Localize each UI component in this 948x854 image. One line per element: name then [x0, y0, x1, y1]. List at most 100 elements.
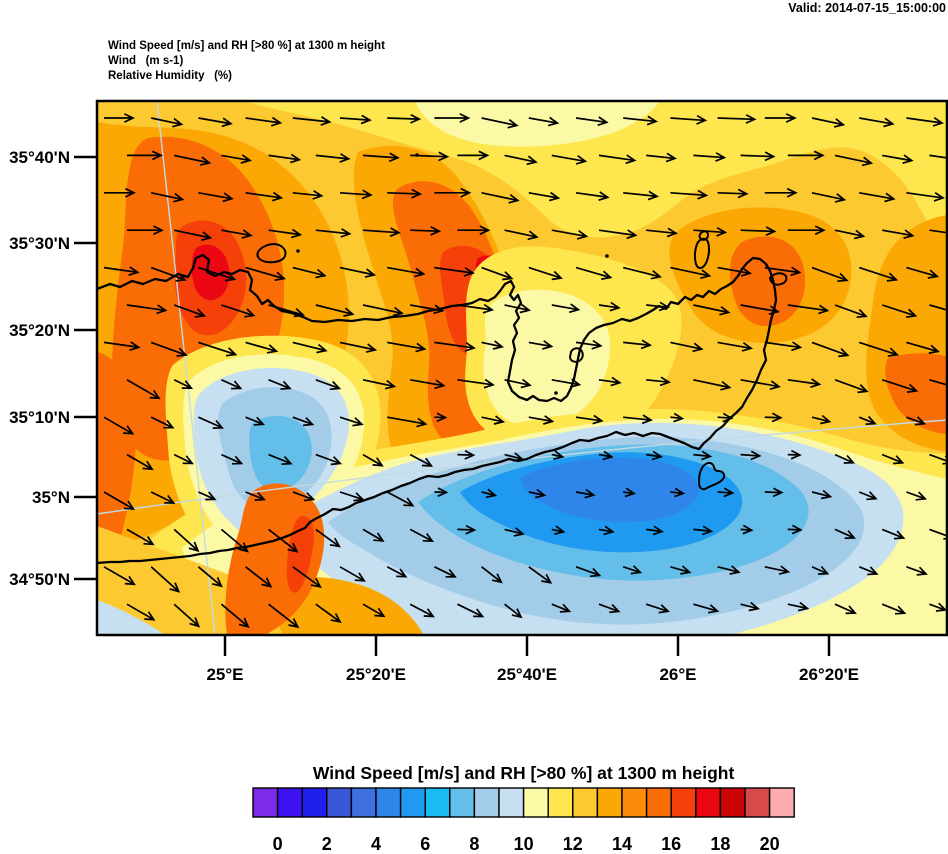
- wind-arrow: [622, 565, 643, 575]
- wind-arrow: [693, 304, 731, 316]
- wind-arrow: [528, 266, 563, 281]
- wind-arrow: [245, 566, 273, 588]
- wind-arrow: [387, 341, 427, 353]
- wind-arrow: [103, 566, 136, 586]
- valid-timestamp: Valid: 2014-07-15_15:00:00: [788, 1, 946, 15]
- wind-arrow: [268, 228, 303, 239]
- wind-arrow: [457, 449, 476, 460]
- wind-arrow: [504, 154, 538, 166]
- wind-arrow: [693, 603, 720, 614]
- wind-arrow: [528, 415, 555, 425]
- graticule-line: [156, 101, 216, 635]
- colorbar-cell: [695, 787, 722, 818]
- colorbar-tick-label: 12: [563, 834, 583, 854]
- wind-arrow: [221, 304, 256, 318]
- colorbar-cell: [424, 787, 451, 818]
- wind-arrow: [528, 566, 553, 584]
- wind-arrow: [834, 453, 856, 464]
- wind-arrow: [551, 450, 565, 461]
- wind-arrow: [504, 229, 539, 241]
- colorbar-cell: [301, 787, 328, 818]
- wind-arrow: [126, 379, 161, 400]
- wind-arrow: [740, 151, 776, 162]
- wind-arrow: [292, 116, 332, 126]
- wind-arrow: [528, 116, 560, 127]
- wind-arrow: [457, 225, 491, 236]
- colorbar-cell: [276, 787, 303, 818]
- wind-arrow: [693, 378, 732, 391]
- wind-arrow: [292, 190, 324, 200]
- colorbar-cell: [645, 787, 672, 818]
- wind-arrow: [811, 565, 830, 575]
- wind-arrow: [410, 151, 450, 162]
- wind-arrow: [787, 378, 822, 389]
- wind-arrow: [740, 378, 781, 391]
- wind-arrow: [103, 416, 135, 435]
- wind-arrow: [197, 566, 223, 588]
- wind-arrow: [881, 603, 907, 615]
- wind-arrow: [670, 412, 685, 423]
- wind-arrow: [787, 150, 825, 161]
- wind-arrow: [198, 341, 238, 357]
- wind-arrow: [623, 339, 653, 350]
- coastline-island: [256, 242, 287, 264]
- wind-arrow: [245, 491, 266, 501]
- wind-arrow: [409, 603, 435, 618]
- wind-arrow: [598, 301, 621, 312]
- wind-arrow: [906, 116, 944, 127]
- wind-arrow: [481, 415, 506, 425]
- wind-arrow: [150, 491, 176, 504]
- wind-arrow: [457, 378, 495, 389]
- wind-arrow: [882, 154, 914, 165]
- wind-arrow: [126, 528, 155, 546]
- wind-arrow: [882, 229, 915, 240]
- wind-arrow: [623, 190, 659, 201]
- contour-region-coast-red-sliver: [286, 515, 314, 593]
- wind-arrow: [811, 341, 850, 358]
- wind-arrow: [198, 266, 237, 282]
- wind-arrow: [740, 524, 754, 535]
- wind-arrow: [551, 154, 588, 165]
- wind-arrow: [362, 227, 401, 237]
- x-axis-label: 25°40'E: [497, 665, 557, 684]
- map-border: [95, 99, 948, 637]
- wind-arrow: [670, 341, 704, 353]
- wind-arrow: [220, 603, 250, 628]
- wind-arrow: [315, 528, 341, 548]
- wind-arrow: [859, 191, 896, 203]
- colorbar-tick-label: 20: [760, 834, 780, 854]
- wind-arrow: [929, 154, 947, 159]
- y-axis-label: 35°N: [32, 488, 70, 507]
- wind-arrow: [646, 152, 677, 163]
- wind-arrow: [764, 565, 791, 575]
- wind-arrow: [339, 189, 373, 200]
- colorbar-cell: [596, 787, 623, 818]
- wind-arrow: [386, 491, 415, 507]
- wind-arrow: [764, 412, 783, 423]
- wind-arrow: [906, 416, 927, 426]
- plot-title-line2: Wind (m s-1): [108, 55, 184, 67]
- wind-arrow: [551, 229, 589, 240]
- wind-arrow: [717, 266, 753, 277]
- wind-arrow: [103, 341, 141, 352]
- wind-arrow: [623, 115, 658, 126]
- colorbar-tick-label: 10: [514, 834, 534, 854]
- wind-arrow: [268, 304, 306, 318]
- contour-region-pocket-blue3: [249, 415, 312, 491]
- wind-arrow: [245, 341, 279, 354]
- colorbar-tick-label: 8: [469, 834, 479, 854]
- wind-arrow: [457, 303, 495, 314]
- wind-arrow: [245, 116, 283, 127]
- wind-arrow: [551, 525, 566, 536]
- colorbar-cell: [252, 787, 279, 818]
- wind-arrow: [315, 228, 352, 238]
- y-axis-label: 35°30'N: [9, 234, 70, 253]
- wind-arrow: [457, 524, 477, 535]
- wind-arrow: [623, 414, 653, 425]
- wind-arrow: [670, 565, 692, 575]
- wind-arrow: [104, 113, 135, 123]
- wind-arrow: [387, 113, 422, 124]
- plot-title-line3: Relative Humidity (%): [108, 70, 232, 82]
